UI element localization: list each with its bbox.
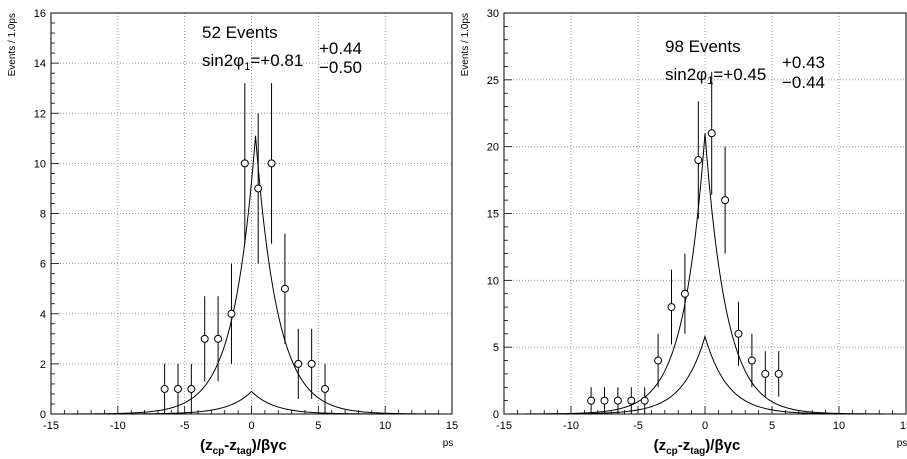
y-tick-label: 8	[40, 209, 46, 221]
data-point	[240, 159, 249, 168]
x-axis-label: (zcp-ztag)/βγc	[654, 437, 741, 457]
data-point	[294, 359, 303, 368]
data-point	[254, 184, 263, 193]
y-tick-label: 0	[40, 409, 46, 421]
data-point	[160, 384, 169, 393]
y-tick-label: 20	[487, 142, 499, 154]
y-tick-label: 14	[34, 58, 46, 70]
annotation-error-plus: +0.44	[319, 39, 362, 58]
annotation-error-minus: −0.44	[782, 73, 825, 92]
data-point	[707, 129, 716, 138]
data-point	[640, 396, 649, 405]
data-point	[600, 396, 609, 405]
y-tick-label: 2	[40, 359, 46, 371]
y-tick-label: 6	[40, 259, 46, 271]
data-point	[200, 334, 209, 343]
y-tick-label: 12	[34, 108, 46, 120]
x-tick-label: 10	[833, 420, 845, 432]
data-point	[734, 329, 743, 338]
annotation-parameter: sin2φ1=+0.81	[202, 51, 303, 73]
annotation-events: 98 Events	[665, 37, 741, 56]
y-tick-label: 25	[487, 75, 499, 87]
y-tick-label: 4	[40, 309, 46, 321]
x-axis-label: (zcp-ztag)/βγc	[200, 437, 287, 457]
x-axis-unit: ps	[443, 438, 454, 449]
x-tick-label: 15	[900, 420, 907, 432]
annotation-parameter: sin2φ1=+0.45	[665, 65, 766, 87]
data-point	[747, 356, 756, 365]
annotation-events: 52 Events	[202, 23, 278, 42]
fit-curve-background	[51, 390, 452, 415]
data-point	[654, 356, 663, 365]
x-tick-label: 15	[446, 420, 458, 432]
y-axis-label: Events / 1.0ps	[460, 13, 471, 76]
x-tick-label: -15	[43, 420, 59, 432]
data-point	[761, 369, 770, 378]
x-tick-label: 0	[248, 420, 254, 432]
plot-frame	[50, 12, 453, 415]
y-tick-label: 0	[493, 409, 499, 421]
x-tick-label: 5	[769, 420, 775, 432]
x-tick-label: 0	[702, 420, 708, 432]
x-tick-label: -15	[496, 420, 512, 432]
data-point	[587, 396, 596, 405]
data-point	[187, 384, 196, 393]
data-point	[267, 159, 276, 168]
x-tick-label: 10	[379, 420, 391, 432]
fit-curve-background	[504, 334, 906, 415]
data-point	[667, 303, 676, 312]
data-point	[307, 359, 316, 368]
data-point	[613, 396, 622, 405]
data-point	[627, 396, 636, 405]
data-point	[721, 196, 730, 205]
data-point	[280, 284, 289, 293]
x-tick-label: -10	[563, 420, 579, 432]
data-point	[321, 384, 330, 393]
data-point	[680, 289, 689, 298]
x-axis-unit: ps	[897, 438, 907, 449]
x-tick-label: -5	[633, 420, 643, 432]
data-point	[214, 334, 223, 343]
y-tick-label: 5	[493, 342, 499, 354]
y-tick-label: 10	[487, 275, 499, 287]
x-tick-label: -10	[110, 420, 126, 432]
data-point	[227, 309, 236, 318]
x-tick-label: 5	[315, 420, 321, 432]
data-point	[774, 369, 783, 378]
plot-frame	[503, 12, 907, 415]
data-point	[173, 384, 182, 393]
y-tick-label: 15	[487, 209, 499, 221]
y-tick-label: 10	[34, 158, 46, 170]
annotation-error-plus: +0.43	[782, 53, 825, 72]
y-tick-label: 30	[487, 8, 499, 20]
chart-panel-1: -15 -10 -5 0 5 10 15 0 2 4 6 8 10 12 14 16 Events / 1.0p…	[7, 8, 458, 457]
chart-panel-2: -15 -10 -5 0 5 10 15 0 5 10 15 20 25 30 Events / 1.0ps…	[460, 8, 907, 457]
annotation-error-minus: −0.50	[319, 58, 362, 77]
y-tick-label: 16	[34, 8, 46, 20]
y-axis-label: Events / 1.0ps	[7, 13, 18, 76]
data-point	[694, 156, 703, 165]
x-tick-label: -5	[180, 420, 190, 432]
